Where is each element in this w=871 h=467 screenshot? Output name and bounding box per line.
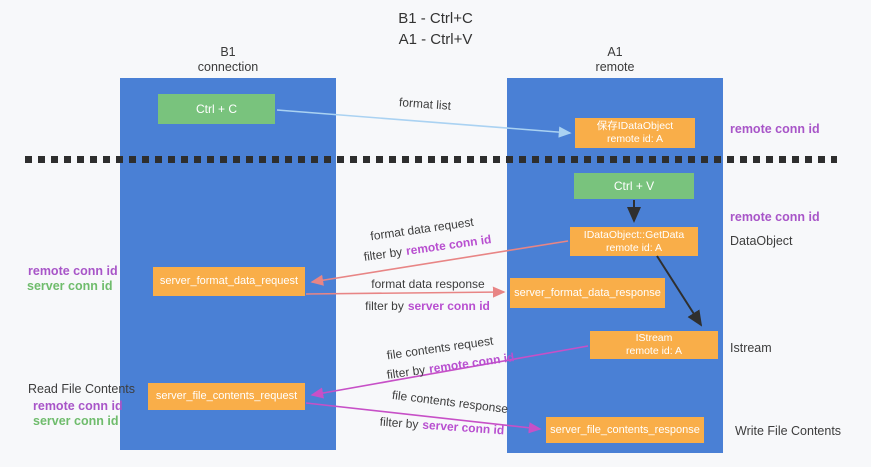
server-file-contents-response-node: server_file_contents_response <box>546 417 704 443</box>
istream-node: IStream remote id: A <box>590 331 718 359</box>
right-remote-conn-id-mid: remote conn id <box>730 210 820 224</box>
filter-by-text: filter by <box>379 414 419 432</box>
save-idataobject-node: 保存IDataObject remote id: A <box>575 118 695 148</box>
left-remote-conn-id-2: remote conn id <box>33 399 123 413</box>
left-read-file-contents-label: Read File Contents <box>28 382 136 396</box>
server-file-contents-request-label: server_file_contents_request <box>155 390 298 402</box>
filter-by-text: filter by <box>362 244 404 264</box>
right-remote-conn-id-top: remote conn id <box>730 122 820 136</box>
file-contents-response-label: file contents response <box>391 387 509 417</box>
left-remote-conn-id-1: remote conn id <box>28 264 118 278</box>
idataobject-getdata-node: IDataObject::GetData remote id: A <box>570 227 698 256</box>
server-format-data-request-label: server_format_data_request <box>159 275 299 287</box>
server-file-contents-response-label: server_file_contents_response <box>550 423 700 436</box>
dashed-separator <box>25 156 837 163</box>
filter-by-text: filter by <box>385 362 427 382</box>
column-a1-name: A1 <box>607 45 623 59</box>
save-idataobject-line2: remote id: A <box>606 133 664 145</box>
format-data-response-label: format data response <box>371 277 485 291</box>
column-header-a1: A1 remote <box>507 45 723 75</box>
filter-by-text: filter by <box>365 299 404 313</box>
left-server-conn-id-1: server conn id <box>27 279 113 293</box>
server-format-data-response-node: server_format_data_response <box>510 278 665 308</box>
getdata-line2: remote id: A <box>605 241 663 254</box>
istream-line1: IStream <box>635 332 673 344</box>
left-server-conn-id-2: server conn id <box>33 414 119 428</box>
server-conn-id-text: server conn id <box>407 299 490 313</box>
server-conn-id-text: server conn id <box>421 417 505 438</box>
save-idataobject-line1: 保存IDataObject <box>596 120 674 132</box>
column-a1-subtitle: remote <box>595 60 635 74</box>
ctrl-v-node: Ctrl + V <box>574 173 694 199</box>
diagram-title: B1 - Ctrl+C A1 - Ctrl+V <box>0 8 871 50</box>
istream-line2: remote id: A <box>625 345 683 357</box>
right-dataobject-label: DataObject <box>730 234 793 248</box>
right-write-file-contents-label: Write File Contents <box>735 424 842 438</box>
title-line-1: B1 - Ctrl+C <box>398 10 473 27</box>
column-b1-name: B1 <box>220 45 236 59</box>
server-format-data-request-node: server_format_data_request <box>153 267 305 296</box>
ctrl-v-label: Ctrl + V <box>613 178 655 193</box>
filter-by-server-conn-id-label-2: filter by server conn id <box>362 413 523 438</box>
getdata-line1: IDataObject::GetData <box>583 228 685 241</box>
right-istream-label: Istream <box>730 341 772 355</box>
ctrl-c-label: Ctrl + C <box>195 101 237 116</box>
server-file-contents-request-node: server_file_contents_request <box>148 383 305 410</box>
title-line-2: A1 - Ctrl+V <box>398 31 473 48</box>
format-list-label: format list <box>398 95 452 113</box>
column-header-b1: B1 connection <box>120 45 336 75</box>
filter-by-server-conn-id-label-1: filter by server conn id <box>350 299 505 313</box>
ctrl-c-node: Ctrl + C <box>158 94 275 124</box>
column-b1-subtitle: connection <box>197 60 259 74</box>
server-format-data-response-label: server_format_data_response <box>514 286 661 299</box>
